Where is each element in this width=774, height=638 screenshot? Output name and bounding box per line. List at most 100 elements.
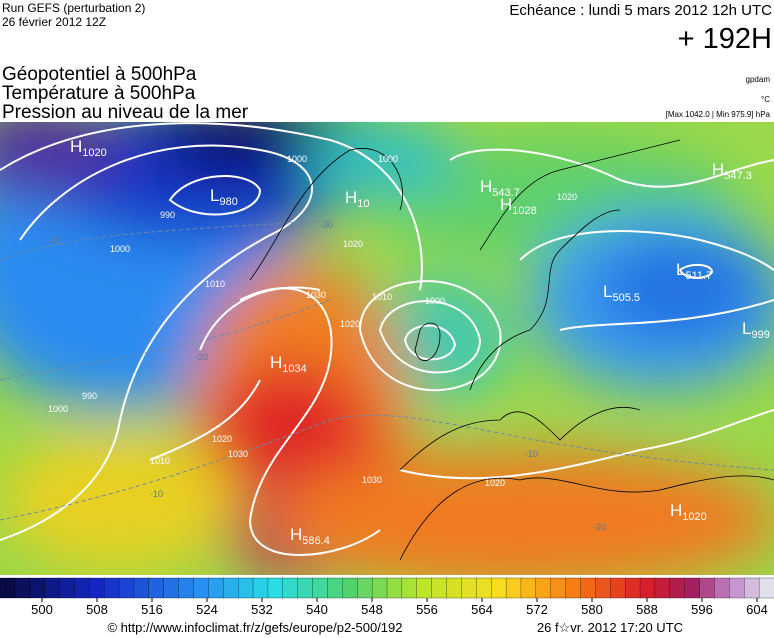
colorbar-swatch	[550, 577, 567, 599]
center-letter: H	[712, 160, 724, 179]
center-letter: H	[345, 188, 357, 207]
center-value: 1020	[82, 147, 106, 159]
center-letter: L	[603, 282, 612, 301]
title-geopotential: Géopotentiel à 500hPa	[2, 64, 197, 85]
center-value: 1020	[682, 511, 706, 523]
unit-temperature: °C	[761, 95, 770, 104]
colorbar: 500 508 516 524 532 540 548 556 564 572 580 588 596 6…	[0, 577, 774, 617]
colorbar-swatch	[505, 577, 522, 599]
colorbar-tick-label: 524	[196, 602, 218, 617]
colorbar-tick-label: 564	[471, 602, 493, 617]
colorbar-swatch	[371, 577, 388, 599]
colorbar-swatch	[729, 577, 745, 599]
colorbar-swatch	[74, 577, 90, 599]
isobar-label: 1010	[372, 292, 392, 302]
isobar-label: 1030	[362, 475, 382, 485]
colorbar-swatch	[535, 577, 552, 599]
footer-timestamp: 26 f☆vr. 2012 17:20 UTC	[537, 620, 683, 635]
run-label: Run GEFS (perturbation 2)	[2, 1, 145, 15]
pressure-center: L511.7	[676, 260, 712, 282]
colorbar-tick-label: 500	[31, 602, 53, 617]
colorbar-swatch	[267, 577, 284, 599]
colorbar-swatch	[684, 577, 701, 599]
center-letter: H	[670, 501, 682, 520]
colorbar-swatch	[223, 577, 239, 599]
colorbar-tick-label: 556	[416, 602, 438, 617]
colorbar-swatch	[163, 577, 180, 599]
pressure-center: H1020	[70, 137, 107, 159]
coastlines	[249, 139, 774, 561]
colorbar-swatch	[625, 577, 641, 599]
colorbar-swatch	[565, 577, 582, 599]
title-temperature: Température à 500hPa	[2, 83, 196, 104]
colorbar-tick-label: 532	[251, 602, 273, 617]
isobar-label: 1020	[485, 478, 505, 488]
colorbar-swatch	[148, 577, 165, 599]
center-value: 505.5	[612, 292, 640, 304]
colorbar-swatch	[744, 577, 760, 599]
isobar-label: 1000	[287, 154, 307, 164]
pressure-center: L980	[210, 186, 238, 208]
colorbar-swatch	[297, 577, 314, 599]
colorbar-swatch	[104, 577, 120, 599]
isobar-label: 1020	[212, 434, 232, 444]
isobar-label: 1030	[306, 290, 326, 300]
pressure-center: L505.5	[603, 282, 640, 304]
colorbar-swatch	[238, 577, 254, 599]
footer-source: © http://www.infoclimat.fr/z/gefs/europe…	[107, 620, 402, 635]
colorbar-swatch	[59, 577, 76, 599]
colorbar-swatch	[416, 577, 433, 599]
center-letter: L	[210, 186, 219, 205]
colorbar-swatch	[357, 577, 373, 599]
center-value: 547.3	[724, 170, 752, 182]
colorbar-tick-label: 596	[691, 602, 713, 617]
center-value: 10	[357, 198, 369, 210]
map	[0, 122, 774, 575]
isobar-label: 990	[82, 391, 97, 401]
isobar-label: 1000	[425, 296, 445, 306]
colorbar-swatch	[699, 577, 716, 599]
isotherm-label: -20	[593, 522, 606, 532]
colorbar-swatch	[580, 577, 597, 599]
colorbar-tick-label: 548	[361, 602, 383, 617]
isotherm-label: -20	[195, 352, 208, 362]
isobar-label: 1010	[205, 279, 225, 289]
colorbar-swatch	[133, 577, 150, 599]
colorbar-swatch	[118, 577, 135, 599]
title-pressure: Pression au niveau de la mer	[2, 102, 249, 123]
isotherms	[0, 219, 774, 521]
colorbar-swatch	[193, 577, 210, 599]
center-value: 511.7	[685, 270, 712, 282]
isobars	[0, 122, 774, 556]
isotherm-label: -30	[320, 220, 333, 230]
colorbar-swatch	[446, 577, 463, 599]
isotherm-label: -10	[525, 449, 538, 459]
pressure-center: L999	[742, 319, 770, 341]
center-letter: L	[742, 319, 751, 338]
isotherm-label: -10	[150, 489, 163, 499]
colorbar-swatch	[431, 577, 448, 599]
colorbar-tick-label: 588	[636, 602, 658, 617]
colorbar-swatch	[342, 577, 358, 599]
pressure-center: H547.3	[712, 160, 752, 182]
run-date: 26 février 2012 12Z	[2, 15, 106, 29]
pressure-center: H1020	[670, 501, 707, 523]
center-letter: H	[290, 525, 302, 544]
colorbar-tick-label: 540	[306, 602, 328, 617]
colorbar-swatch	[610, 577, 626, 599]
isobar-label: 1000	[378, 154, 398, 164]
pressure-center: H1034	[270, 353, 307, 375]
colorbar-swatch	[386, 577, 403, 599]
center-letter: L	[676, 260, 685, 279]
colorbar-tick-label: 604	[746, 602, 768, 617]
center-letter: H	[480, 177, 492, 196]
colorbar-swatch	[208, 577, 224, 599]
center-value: 980	[219, 196, 237, 208]
unit-geopotential: gpdam	[746, 75, 771, 84]
colorbar-swatch	[654, 577, 671, 599]
isobar-label: 1000	[110, 244, 130, 254]
isobar-label: 1020	[343, 239, 363, 249]
colorbar-tick-label: 580	[581, 602, 603, 617]
colorbar-swatch	[714, 577, 730, 599]
